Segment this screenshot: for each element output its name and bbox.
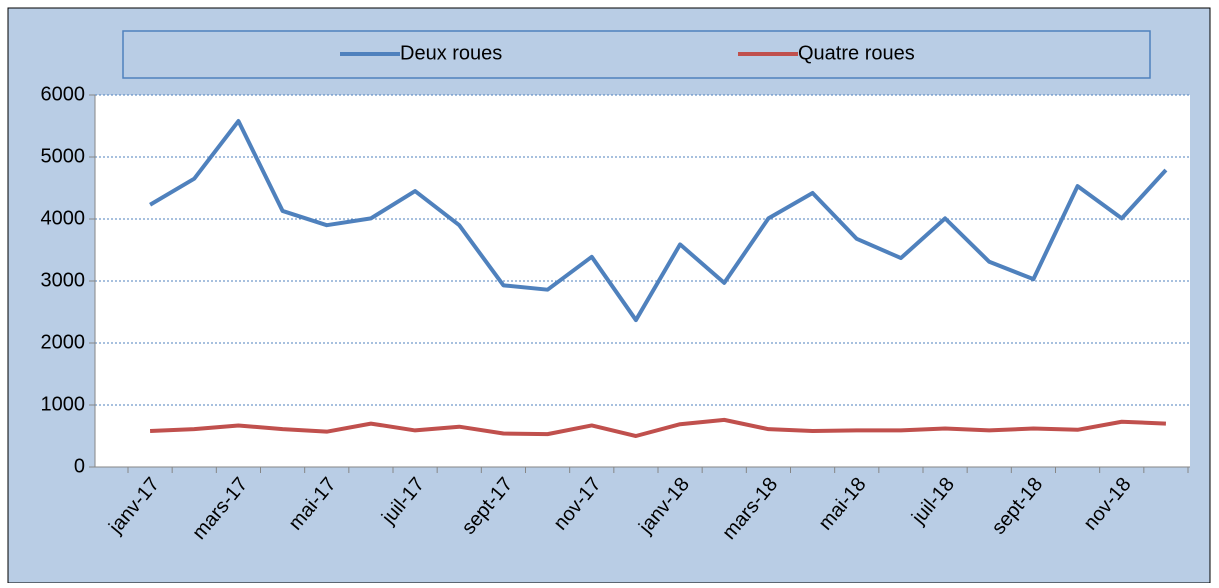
y-tick-label: 2000 [41,331,86,353]
y-tick-label: 1000 [41,393,86,415]
line-series [149,119,1168,323]
y-tick-label: 5000 [41,145,86,167]
legend-label: Deux roues [400,42,502,64]
legend-label: Quatre roues [798,42,915,64]
y-tick-label: 4000 [41,207,86,229]
legend [122,30,1151,79]
y-tick-label: 3000 [41,269,86,291]
line-series [149,417,1167,438]
y-tick-label: 0 [74,455,85,477]
y-tick-label: 6000 [41,83,86,105]
